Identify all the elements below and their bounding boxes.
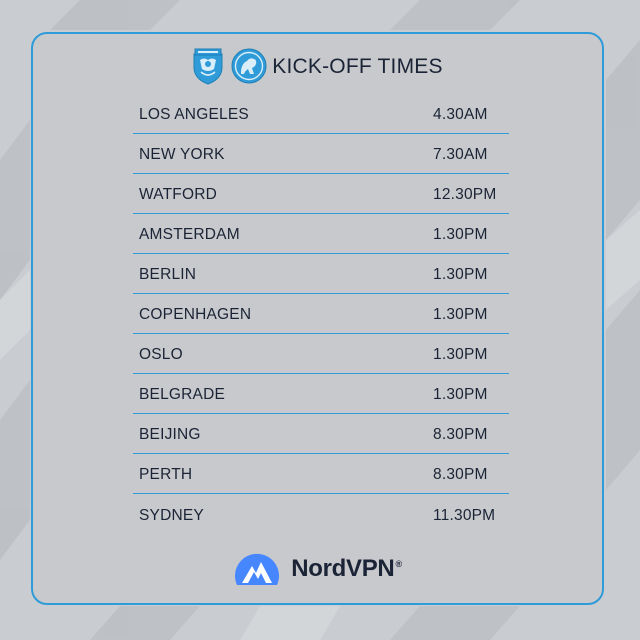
table-row: AMSTERDAM 1.30PM [133, 214, 509, 254]
city-name: OSLO [139, 346, 183, 363]
kickoff-card: KICK-OFF TIMES LOS ANGELES 4.30AM NEW YO… [31, 32, 604, 605]
kickoff-table: LOS ANGELES 4.30AM NEW YORK 7.30AM WATFO… [133, 94, 509, 534]
nordvpn-mountain-icon [235, 553, 280, 585]
card-header: KICK-OFF TIMES [33, 44, 602, 88]
table-row: SYDNEY 11.30PM [133, 494, 509, 534]
kickoff-time: 7.30AM [433, 146, 488, 163]
table-row: LOS ANGELES 4.30AM [133, 94, 509, 134]
city-name: COPENHAGEN [139, 306, 252, 323]
registered-mark: ® [395, 559, 402, 569]
city-name: BELGRADE [139, 386, 226, 403]
sponsor-logo: NordVPN® [33, 549, 602, 589]
kickoff-time: 1.30PM [433, 226, 488, 243]
kickoff-time: 1.30PM [433, 346, 488, 363]
city-name: SYDNEY [139, 507, 204, 524]
city-name: NEW YORK [139, 146, 225, 163]
city-name: LOS ANGELES [139, 106, 249, 123]
table-row: COPENHAGEN 1.30PM [133, 294, 509, 334]
table-row: PERTH 8.30PM [133, 454, 509, 494]
table-row: OSLO 1.30PM [133, 334, 509, 374]
kickoff-time: 11.30PM [433, 507, 496, 524]
table-row: BEIJING 8.30PM [133, 414, 509, 454]
page-title: KICK-OFF TIMES [272, 54, 443, 78]
watford-crest-icon [193, 48, 223, 85]
city-name: AMSTERDAM [139, 226, 240, 243]
table-row: BELGRADE 1.30PM [133, 374, 509, 414]
table-row: NEW YORK 7.30AM [133, 134, 509, 174]
city-name: BERLIN [139, 266, 197, 283]
kickoff-time: 12.30PM [433, 186, 497, 203]
kickoff-time: 1.30PM [433, 386, 488, 403]
city-name: BEIJING [139, 426, 201, 443]
city-name: PERTH [139, 466, 193, 483]
kickoff-time: 4.30AM [433, 106, 488, 123]
kickoff-time: 8.30PM [433, 426, 488, 443]
table-row: WATFORD 12.30PM [133, 174, 509, 214]
city-name: WATFORD [139, 186, 218, 203]
kickoff-time: 1.30PM [433, 266, 488, 283]
sponsor-name: NordVPN® [291, 555, 402, 582]
table-row: BERLIN 1.30PM [133, 254, 509, 294]
kickoff-time: 8.30PM [433, 466, 488, 483]
kickoff-time: 1.30PM [433, 306, 488, 323]
millwall-crest-icon [231, 48, 267, 84]
